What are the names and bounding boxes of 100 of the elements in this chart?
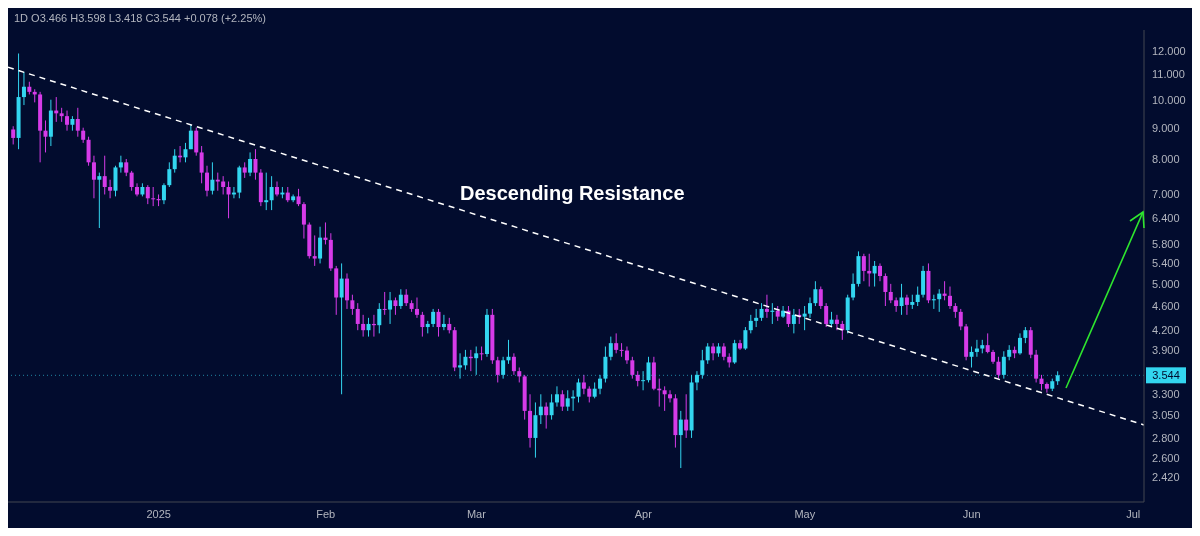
annotation: Descending Resistance [460,182,685,205]
candlestick [161,182,166,205]
candlestick [813,280,818,307]
candlestick [705,342,710,365]
candlestick [544,401,549,430]
candlestick [264,172,269,211]
candlestick [215,172,220,192]
candlestick [641,370,646,391]
candlestick [915,286,920,307]
candlestick [996,356,1001,380]
candlestick [646,356,651,383]
candlestick [802,305,807,331]
y-tick-label: 8.000 [1152,152,1180,165]
candlestick [764,294,769,319]
candlestick [11,125,16,145]
ref-line-label: 3.544 [1152,369,1180,382]
candlestick [619,342,624,358]
candlestick [269,175,274,211]
candlestick [420,311,425,338]
y-tick-label: 12.000 [1152,45,1186,58]
x-tick-label: May [794,507,816,520]
candlestick [194,127,199,157]
candlestick [668,389,673,403]
candlestick [355,302,360,331]
candlestick [565,389,570,412]
candlestick [624,346,629,365]
candlestick [377,302,382,334]
candlestick [694,370,699,391]
candlestick [576,378,581,403]
candlestick [684,393,689,439]
candlestick [167,161,172,188]
candlestick [366,317,371,338]
candlestick [102,155,107,195]
candlestick [118,155,123,174]
candlestick [883,272,888,307]
candlestick [151,186,156,207]
candlestick [431,308,436,328]
candlestick [398,288,403,310]
candlestick [818,286,823,310]
candlestick [743,326,748,351]
x-tick-label: 2025 [146,507,171,520]
candlestick [511,352,516,376]
candlestick [560,389,565,412]
candlestick [598,374,603,395]
candlestick [608,336,613,361]
candlestick [1001,350,1006,380]
candlestick [97,172,102,229]
candlestick [824,302,829,328]
candlestick [1017,332,1022,356]
candlestick [350,294,355,316]
candlestick [894,297,899,313]
candlestick [899,283,904,316]
candlestick [1044,381,1049,394]
candlestick [851,272,856,301]
candlestick [86,136,91,167]
candlestick [732,339,737,365]
x-tick-label: Jun [962,507,981,520]
candlestick [188,124,193,150]
candlestick [781,305,786,319]
candlestick [748,314,753,334]
y-tick-label: 4.200 [1152,324,1180,337]
y-tick-label: 4.600 [1152,299,1180,312]
y-tick-label: 3.300 [1152,388,1180,401]
x-tick-label: Mar [466,507,487,520]
candlestick [183,142,188,163]
y-tick-label: 11.000 [1152,68,1185,81]
candlestick [754,308,759,328]
candlestick [554,385,559,408]
y-tick-label: 2.420 [1152,470,1180,483]
candlestick [463,349,468,371]
candlestick [221,175,226,195]
x-tick-label: Feb [316,507,336,520]
candlestick [129,170,134,192]
candlestick [414,297,419,319]
candlestick [441,314,446,331]
candlestick [495,356,500,383]
candlestick [969,346,974,368]
candlestick [630,356,635,380]
candlestick [533,401,538,459]
candlestick [700,349,705,380]
candlestick [21,71,26,106]
candlestick [436,308,441,338]
candlestick [872,260,877,288]
candlestick [275,181,279,197]
candlestick [145,184,150,205]
candlestick [318,226,323,264]
candlestick [947,286,952,310]
candlestick [958,308,963,331]
y-tick-label: 6.400 [1152,212,1180,225]
candlestick [226,181,231,219]
candlestick [678,410,683,469]
candlestick [388,291,393,325]
candlestick [75,107,80,138]
y-tick-label: 3.050 [1152,409,1180,422]
candlestick [861,253,866,282]
y-tick-label: 5.400 [1152,257,1180,270]
candlestick [113,165,118,197]
candlestick [549,393,554,421]
candlestick [808,297,813,319]
candlestick [210,161,215,195]
